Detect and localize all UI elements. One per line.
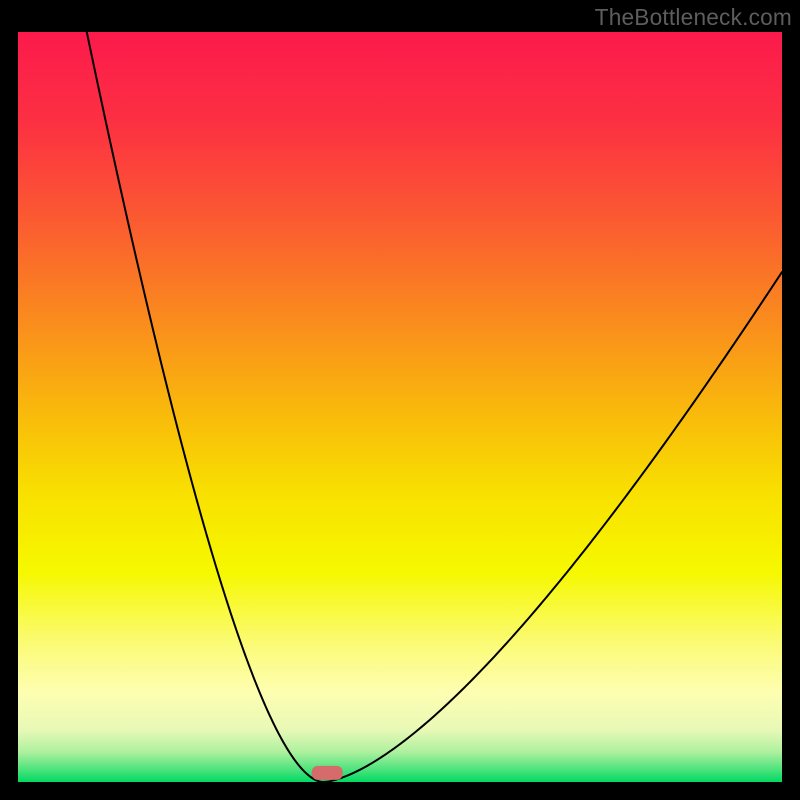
minimum-marker	[312, 766, 343, 780]
curve-left-branch	[87, 32, 324, 782]
curve-right-branch	[324, 272, 782, 782]
plot-area	[18, 32, 782, 782]
watermark-text: TheBottleneck.com	[595, 4, 792, 31]
bottleneck-curve	[18, 32, 782, 782]
chart-frame: TheBottleneck.com	[0, 0, 800, 800]
